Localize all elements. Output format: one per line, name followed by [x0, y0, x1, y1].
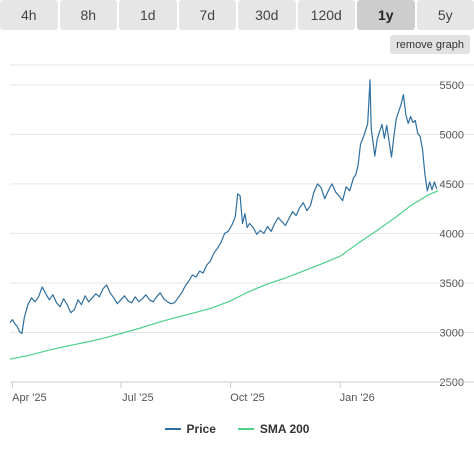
- x-tick-label-3: Jan '26: [340, 392, 375, 404]
- tab-1y[interactable]: 1y: [357, 0, 415, 30]
- tab-4h[interactable]: 4h: [0, 0, 58, 30]
- y-tick-label-3000: 3000: [440, 327, 464, 339]
- y-tick-label-2500: 2500: [440, 377, 464, 389]
- tab-8h[interactable]: 8h: [59, 0, 117, 30]
- price-chart: 2500 3000 3500 4000 4500 5000 5500 Apr '25 Jul '…: [9, 64, 474, 404]
- series-line-sma-200: [9, 190, 439, 360]
- tab-7d[interactable]: 7d: [178, 0, 236, 30]
- y-tick-label-4000: 4000: [440, 228, 464, 240]
- y-tick-label-5500: 5500: [440, 80, 464, 92]
- legend-item-sma200[interactable]: SMA 200: [237, 422, 310, 436]
- tab-1d[interactable]: 1d: [119, 0, 177, 30]
- legend-swatch-price: [164, 428, 181, 430]
- x-tick-label-2: Oct '25: [230, 392, 265, 404]
- legend-label-sma200: SMA 200: [259, 422, 310, 436]
- legend-label-price: Price: [186, 422, 216, 436]
- tab-5y[interactable]: 5y: [416, 0, 474, 30]
- y-tick-label-4500: 4500: [440, 179, 464, 191]
- tab-120d[interactable]: 120d: [297, 0, 355, 30]
- x-tick-label-1: Jul '25: [122, 392, 153, 404]
- timeframe-tabs: 4h 8h 1d 7d 30d 120d 1y 5y: [0, 0, 474, 30]
- chart-legend: Price SMA 200: [0, 418, 474, 440]
- legend-item-price[interactable]: Price: [164, 422, 216, 436]
- x-tick-label-0: Apr '25: [12, 392, 47, 404]
- remove-graph-button[interactable]: remove graph: [390, 35, 470, 54]
- tab-30d[interactable]: 30d: [238, 0, 296, 30]
- series-line-price: [9, 79, 438, 335]
- legend-swatch-sma200: [237, 428, 254, 430]
- y-tick-label-3500: 3500: [440, 278, 464, 290]
- y-tick-label-5000: 5000: [440, 129, 464, 141]
